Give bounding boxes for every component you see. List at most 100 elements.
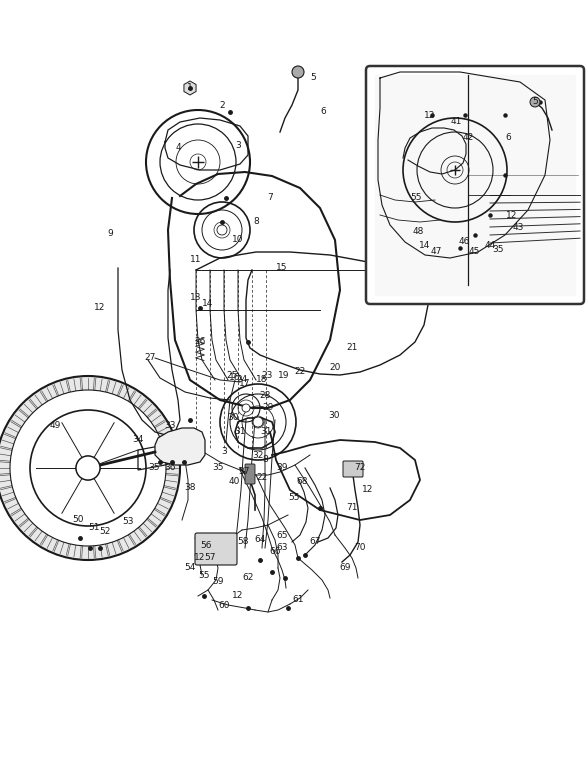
Text: 67: 67	[309, 537, 321, 546]
Text: 16: 16	[229, 373, 241, 383]
Text: 70: 70	[355, 543, 366, 553]
Text: 18: 18	[256, 376, 268, 385]
Text: 36: 36	[164, 464, 176, 473]
Text: 2: 2	[219, 100, 225, 109]
Polygon shape	[375, 75, 575, 295]
Text: 12: 12	[506, 210, 517, 219]
FancyBboxPatch shape	[195, 533, 237, 565]
Text: 53: 53	[122, 518, 134, 527]
Text: 42: 42	[462, 134, 473, 143]
Text: 35: 35	[148, 464, 160, 473]
Text: 40: 40	[229, 477, 240, 487]
Text: 50: 50	[72, 515, 84, 524]
Text: 71: 71	[346, 503, 357, 512]
Text: 32: 32	[253, 451, 264, 459]
Text: 12: 12	[94, 304, 105, 313]
Text: 17: 17	[239, 379, 251, 388]
Text: 55: 55	[410, 194, 422, 203]
Text: 61: 61	[292, 596, 304, 604]
Text: 19: 19	[278, 370, 289, 380]
Text: 12: 12	[232, 591, 244, 600]
Text: 14: 14	[202, 298, 214, 307]
Ellipse shape	[0, 376, 180, 560]
Text: 13: 13	[190, 294, 202, 303]
Text: 35: 35	[212, 464, 224, 473]
Text: 38: 38	[184, 483, 196, 493]
Text: 20: 20	[329, 364, 340, 373]
Text: 30: 30	[328, 411, 340, 420]
Text: 22: 22	[294, 367, 306, 376]
Text: 43: 43	[512, 223, 524, 232]
Ellipse shape	[10, 390, 166, 546]
Text: 44: 44	[485, 241, 496, 250]
Text: 15: 15	[276, 263, 288, 272]
Text: 6: 6	[320, 108, 326, 116]
FancyBboxPatch shape	[343, 461, 363, 477]
Text: 49: 49	[49, 420, 61, 430]
Text: 3: 3	[221, 448, 227, 456]
Ellipse shape	[253, 417, 263, 427]
Text: 22: 22	[257, 474, 268, 483]
Text: 4: 4	[175, 143, 181, 153]
Text: 34: 34	[132, 436, 144, 445]
Text: 12: 12	[362, 486, 374, 495]
Text: 12: 12	[424, 111, 435, 119]
Text: 10: 10	[232, 235, 244, 244]
Text: 21: 21	[346, 344, 357, 352]
Text: 59: 59	[212, 578, 224, 587]
Ellipse shape	[530, 97, 540, 107]
Text: 5: 5	[532, 97, 538, 106]
Text: 51: 51	[88, 524, 100, 533]
Text: 8: 8	[253, 218, 259, 226]
Text: 64: 64	[254, 536, 265, 544]
Text: 11: 11	[190, 256, 202, 264]
Text: 14: 14	[420, 241, 431, 250]
Text: 27: 27	[144, 354, 156, 363]
Text: 31: 31	[260, 427, 272, 436]
Text: 55: 55	[288, 493, 300, 502]
Text: 9: 9	[107, 228, 113, 238]
Text: 62: 62	[243, 574, 254, 582]
Ellipse shape	[242, 404, 250, 412]
Text: 54: 54	[185, 563, 196, 572]
FancyBboxPatch shape	[366, 66, 584, 304]
Text: 28: 28	[260, 390, 271, 399]
Text: 66: 66	[269, 546, 281, 556]
Text: 12: 12	[195, 553, 206, 562]
Text: 48: 48	[413, 228, 424, 237]
Text: 25: 25	[226, 370, 238, 380]
FancyBboxPatch shape	[245, 464, 255, 484]
Text: 26: 26	[195, 338, 206, 347]
Text: 69: 69	[339, 563, 351, 572]
Text: 8: 8	[262, 455, 268, 465]
Text: 37: 37	[239, 468, 250, 477]
Text: 65: 65	[276, 531, 288, 540]
Ellipse shape	[76, 456, 100, 480]
Text: 58: 58	[237, 537, 248, 546]
Text: 72: 72	[355, 464, 366, 473]
Text: 68: 68	[297, 477, 308, 487]
Text: 1: 1	[187, 83, 193, 93]
Text: 24: 24	[236, 376, 248, 385]
Text: 41: 41	[450, 118, 462, 127]
Text: 47: 47	[430, 247, 442, 257]
Text: 23: 23	[261, 370, 272, 380]
Text: 63: 63	[276, 543, 288, 553]
Text: 46: 46	[458, 238, 470, 247]
Text: 6: 6	[505, 134, 511, 143]
Text: 55: 55	[198, 572, 210, 581]
Text: 60: 60	[218, 600, 230, 609]
Polygon shape	[155, 428, 205, 465]
Text: 57: 57	[205, 553, 216, 562]
Text: 56: 56	[200, 541, 212, 550]
Ellipse shape	[292, 66, 304, 78]
Ellipse shape	[217, 225, 227, 235]
Text: 30: 30	[227, 414, 239, 423]
Text: 31: 31	[234, 427, 246, 436]
Text: 35: 35	[492, 245, 504, 254]
Text: 45: 45	[468, 247, 480, 257]
Text: 33: 33	[164, 420, 176, 430]
Text: 3: 3	[235, 140, 241, 150]
Text: 39: 39	[276, 464, 288, 473]
Text: 5: 5	[310, 74, 316, 83]
